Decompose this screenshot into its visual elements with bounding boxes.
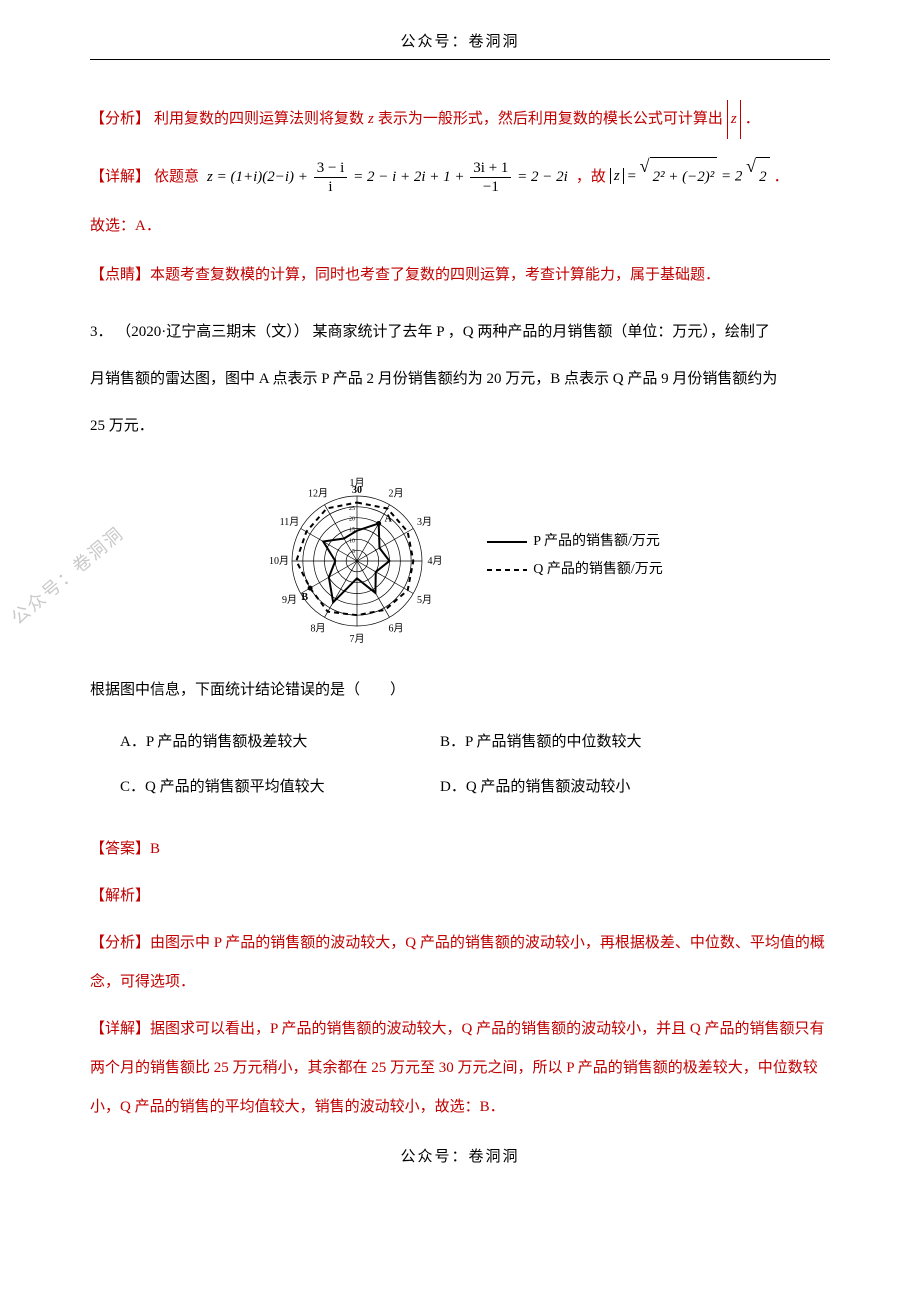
q3-stem: 3． （2020·辽宁高三期末（文）） 某商家统计了去年 P ，Q 两种产品的月…: [90, 313, 830, 352]
page-header: 公众号：卷洞洞: [90, 30, 830, 60]
option-b: B．P 产品销售额的中位数较大: [440, 720, 700, 765]
chart-legend: P 产品的销售额/万元 Q 产品的销售额/万元: [487, 528, 663, 584]
svg-text:25: 25: [349, 506, 355, 512]
label-xiangjie: 【详解】: [90, 158, 150, 197]
q3-fenxi: 【分析】由图示中 P 产品的销售额的波动较大，Q 产品的销售额的波动较小，再根据…: [90, 924, 830, 1002]
svg-text:A: A: [385, 513, 393, 524]
svg-text:10月: 10月: [269, 555, 289, 567]
svg-text:5: 5: [352, 549, 355, 555]
legend-p: P 产品的销售额/万元: [487, 528, 663, 556]
q3-xiangjie: 【详解】据图求可以看出，P 产品的销售额的波动较大，Q 产品的销售额的波动较小，…: [90, 1010, 830, 1127]
svg-text:B: B: [302, 592, 309, 603]
q2-analysis: 【分析】 利用复数的四则运算法则将复数 z 表示为一般形式，然后利用复数的模长公…: [90, 100, 830, 139]
option-d: D．Q 产品的销售额波动较小: [440, 765, 700, 810]
radar-chart: 1月2月3月4月5月6月7月8月9月10月11月12月30252015105AB: [257, 466, 457, 646]
svg-text:4月: 4月: [428, 555, 443, 567]
legend-q: Q 产品的销售额/万元: [487, 556, 663, 584]
svg-text:5月: 5月: [417, 594, 432, 606]
svg-text:3月: 3月: [417, 516, 432, 528]
q3-options: A．P 产品的销售额极差较大 B．P 产品销售额的中位数较大 C．Q 产品的销售…: [120, 720, 830, 810]
equation-mod: z = √2² + (−2)² = 2 √2: [610, 157, 770, 197]
svg-text:8月: 8月: [311, 623, 326, 635]
svg-text:9月: 9月: [282, 594, 297, 606]
svg-text:30: 30: [352, 485, 362, 496]
option-a: A．P 产品的销售额极差较大: [120, 720, 380, 765]
q3-jiexi-label: 【解析】: [90, 877, 830, 916]
svg-text:6月: 6月: [389, 623, 404, 635]
q2-answer-select: 故选：A．: [90, 207, 830, 246]
svg-text:2月: 2月: [389, 487, 404, 499]
q2-detail: 【详解】 依题意 z = (1+i)(2−i) + 3 − ii = 2 − i…: [90, 157, 830, 197]
svg-text:12月: 12月: [308, 487, 328, 499]
q3-stem-3: 25 万元．: [90, 407, 830, 446]
radar-chart-block: 1月2月3月4月5月6月7月8月9月10月11月12月30252015105AB…: [90, 466, 830, 646]
label-fenxi: 【分析】: [90, 100, 150, 139]
q3-answer: 【答案】B: [90, 830, 830, 869]
q3-question: 根据图中信息，下面统计结论错误的是（ ）: [90, 671, 830, 710]
equation-main: z = (1+i)(2−i) + 3 − ii = 2 − i + 2i + 1…: [207, 158, 568, 197]
svg-text:7月: 7月: [350, 633, 365, 645]
svg-text:10: 10: [349, 538, 355, 544]
abs-z: z: [727, 100, 741, 139]
svg-text:11月: 11月: [280, 516, 300, 528]
q3-stem-2: 月销售额的雷达图，图中 A 点表示 P 产品 2 月份销售额约为 20 万元，B…: [90, 360, 830, 399]
page-footer: 公众号：卷洞洞: [90, 1135, 830, 1166]
q2-dianjing: 【点睛】本题考查复数模的计算，同时也考查了复数的四则运算，考查计算能力，属于基础…: [90, 256, 830, 295]
option-c: C．Q 产品的销售额平均值较大: [120, 765, 380, 810]
svg-text:20: 20: [349, 517, 355, 523]
